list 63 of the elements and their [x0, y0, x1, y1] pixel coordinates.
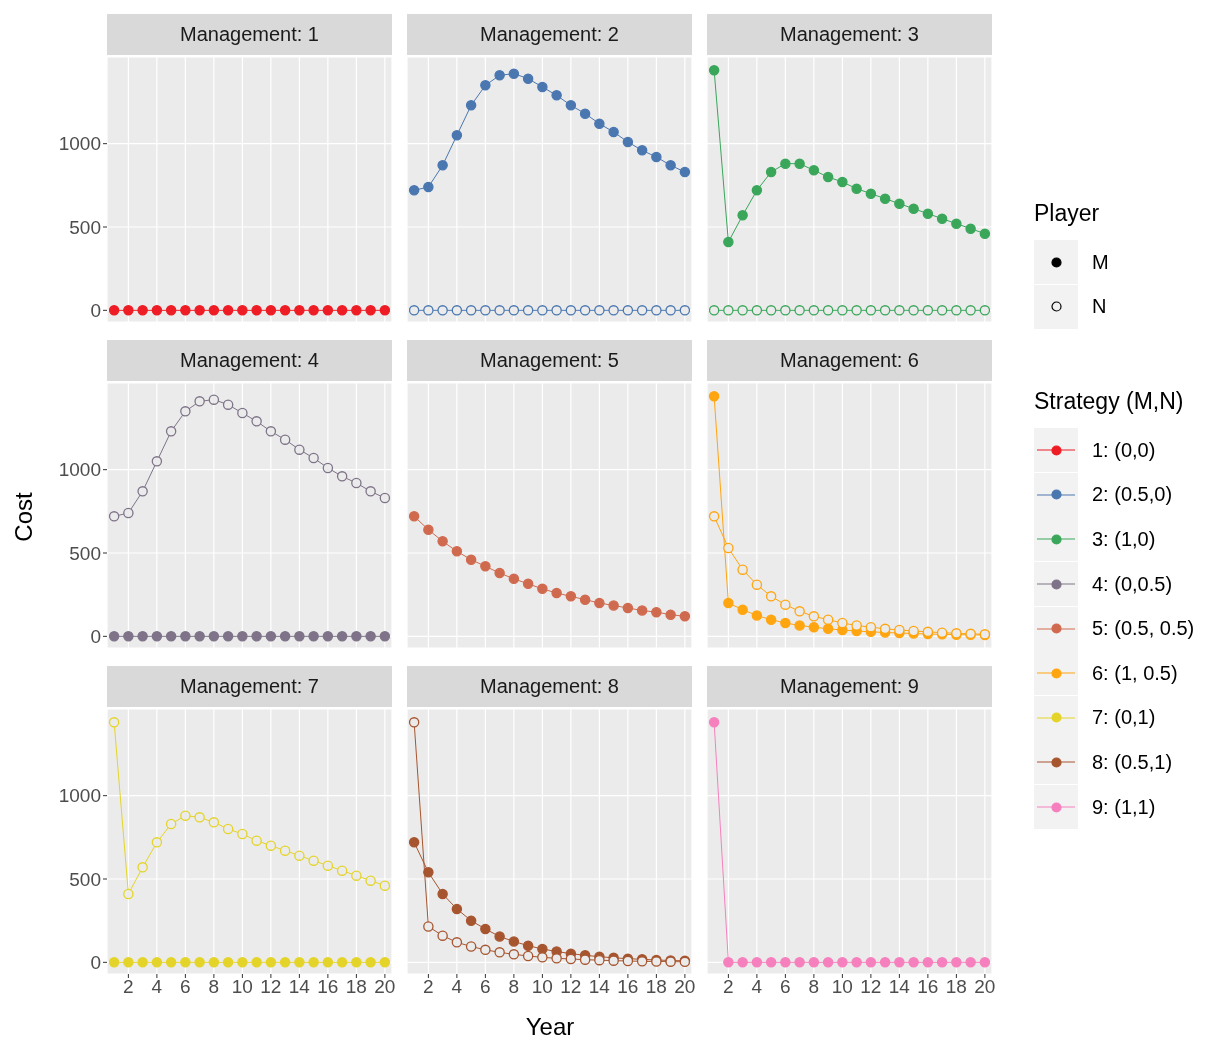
category-label: 7: (0,1)	[1092, 706, 1156, 730]
y-tick-label: 500	[69, 216, 101, 238]
x-tick-label: 14	[588, 976, 611, 998]
x-tick-label: 10	[231, 976, 253, 998]
x-tick-label: 16	[617, 976, 639, 998]
y-tick-label: 1000	[58, 785, 101, 807]
x-tick-label: 14	[288, 976, 311, 998]
x-tick-label: 18	[345, 976, 367, 998]
chart-title: Management: 2	[407, 14, 692, 55]
x-tick-label: 20	[974, 976, 996, 998]
y-axis-title: Cost	[10, 491, 38, 544]
chart-title: Management: 5	[407, 340, 692, 381]
chart-title: Management: 3	[707, 14, 992, 55]
x-tick-label: 6	[180, 976, 191, 998]
x-tick-label: 16	[317, 976, 339, 998]
chart-title: Management: 7	[107, 666, 392, 707]
category-label: 1: (0,0)	[1092, 438, 1156, 462]
x-tick-label: 2	[123, 976, 134, 998]
category-label: 9: (1,1)	[1092, 795, 1156, 819]
y-tick-label: 500	[69, 868, 101, 890]
x-tick-label: 4	[751, 976, 763, 998]
x-tick-label: 14	[888, 976, 911, 998]
x-axis-title: Year	[524, 1013, 576, 1041]
x-tick-label: 6	[480, 976, 491, 998]
category-label: 5: (0.5, 0.5)	[1092, 617, 1195, 641]
x-tick-label: 10	[831, 976, 853, 998]
x-tick-label: 20	[374, 976, 396, 998]
category-label: 3: (1,0)	[1092, 527, 1156, 551]
category-label: 4: (0,0.5)	[1092, 572, 1173, 596]
x-tick-label: 4	[451, 976, 463, 998]
category-label: 2: (0.5,0)	[1092, 483, 1173, 507]
x-tick-label: 20	[674, 976, 696, 998]
x-tick-label: 4	[151, 976, 163, 998]
chart-title: Management: 1	[107, 14, 392, 55]
y-tick-label: 1000	[58, 459, 101, 481]
x-tick-label: 6	[780, 976, 791, 998]
category-label: N	[1092, 295, 1107, 319]
x-tick-label: 18	[645, 976, 667, 998]
x-tick-label: 12	[860, 976, 882, 998]
y-tick-label: 1000	[58, 133, 101, 155]
category-label: 6: (1, 0.5)	[1092, 661, 1178, 685]
legend-title: Strategy (M,N)	[1034, 388, 1185, 416]
x-tick-label: 2	[723, 976, 734, 998]
x-tick-label: 2	[423, 976, 434, 998]
y-tick-label: 0	[90, 300, 101, 322]
x-tick-label: 16	[917, 976, 939, 998]
x-tick-label: 8	[208, 976, 220, 998]
legend-title: Player	[1034, 200, 1101, 228]
y-tick-label: 0	[90, 626, 101, 648]
x-tick-label: 12	[560, 976, 582, 998]
y-tick-label: 0	[90, 952, 101, 974]
x-tick-label: 12	[260, 976, 282, 998]
x-tick-label: 8	[808, 976, 820, 998]
x-tick-label: 10	[531, 976, 553, 998]
category-label: 8: (0.5,1)	[1092, 750, 1173, 774]
y-tick-label: 500	[69, 542, 101, 564]
x-tick-label: 18	[945, 976, 967, 998]
chart-title: Management: 9	[707, 666, 992, 707]
chart-title: Management: 6	[707, 340, 992, 381]
chart-title: Management: 4	[107, 340, 392, 381]
chart-title: Management: 8	[407, 666, 692, 707]
category-label: M	[1092, 250, 1109, 274]
x-tick-label: 8	[508, 976, 520, 998]
